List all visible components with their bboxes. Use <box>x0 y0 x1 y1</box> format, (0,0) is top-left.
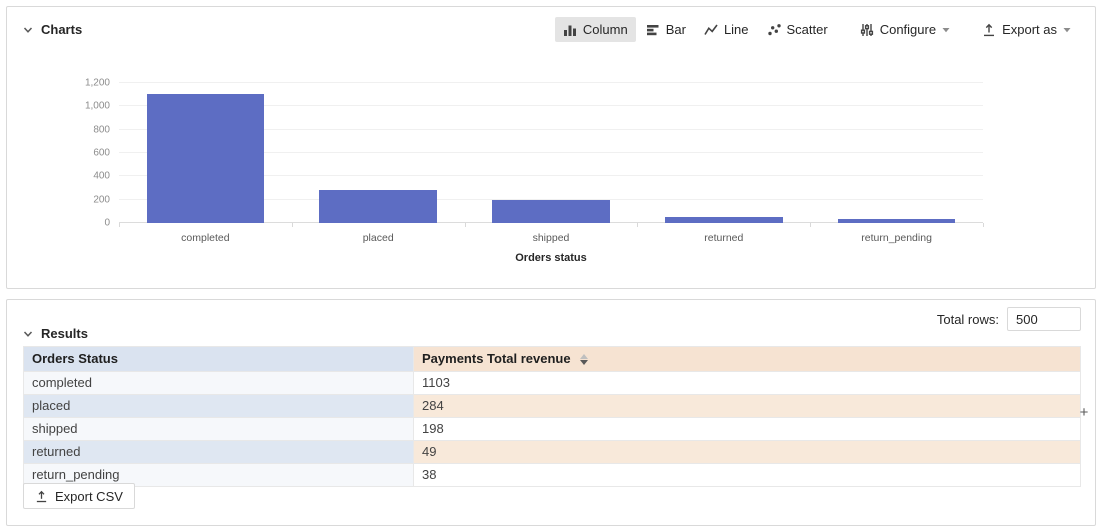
x-axis-category-label: shipped <box>532 232 570 244</box>
bar-slot <box>465 83 638 223</box>
y-axis-tick-label: 800 <box>93 124 110 136</box>
add-column-button[interactable]: + <box>1075 402 1093 424</box>
gridline <box>119 128 983 130</box>
export-as-button[interactable]: Export as <box>974 17 1079 42</box>
x-axis-title: Orders status <box>515 252 587 264</box>
orders-status-cell: placed <box>23 394 414 418</box>
x-axis-category-label: return_pending <box>861 232 932 244</box>
upload-icon <box>36 490 47 502</box>
bar-return_pending <box>837 218 956 223</box>
charts-panel: Charts Column Bar Line Scatter Configure <box>6 6 1096 289</box>
total-revenue-cell: 1103 <box>413 371 1081 395</box>
gridline <box>119 175 983 177</box>
x-axis-tick <box>119 223 120 227</box>
charts-panel-title: Charts <box>41 22 83 37</box>
bar-slot <box>292 83 465 223</box>
line-chart-type-button[interactable]: Line <box>696 17 757 42</box>
y-axis-tick-label: 400 <box>93 170 110 182</box>
scatter-chart-type-button[interactable]: Scatter <box>759 17 836 42</box>
column-header-orders-status[interactable]: Orders Status <box>23 346 414 372</box>
caret-down-icon <box>1063 27 1071 32</box>
column-header-total-revenue[interactable]: Payments Total revenue <box>413 346 1081 372</box>
total-rows-input[interactable] <box>1007 307 1081 331</box>
gridline <box>119 82 983 83</box>
table-row: return_pending 38 <box>23 463 1081 487</box>
column-chart: 0 200 400 600 800 1,000 1,200 completed placed s… <box>85 78 984 264</box>
configure-button[interactable]: Configure <box>852 17 958 42</box>
column-chart-icon <box>563 25 576 36</box>
charts-panel-toggle[interactable]: Charts <box>23 22 82 37</box>
chevron-down-icon <box>23 330 33 337</box>
y-axis-tick-label: 1,000 <box>84 100 110 112</box>
export-icon <box>984 23 995 36</box>
bar-returned <box>665 217 783 223</box>
results-panel: Total rows: Results Orders Status Paymen… <box>6 299 1096 526</box>
configure-sliders-icon <box>860 23 873 36</box>
sort-carets-icon <box>580 354 589 366</box>
line-button-label: Line <box>723 22 749 37</box>
orders-status-cell: shipped <box>23 417 414 441</box>
bar-slot <box>637 83 810 223</box>
bar-placed <box>319 189 437 223</box>
y-axis-tick-label: 200 <box>93 194 110 206</box>
column-chart-type-button[interactable]: Column <box>554 17 636 42</box>
charts-panel-header: Charts Column Bar Line Scatter Configure <box>7 7 1095 42</box>
export-csv-button[interactable]: Export CSV <box>23 483 135 509</box>
gridline <box>119 105 983 107</box>
x-axis-labels: completed placed shipped returned return_pen… <box>119 232 983 244</box>
x-axis-tick <box>464 223 466 227</box>
y-axis-tick-label: 1,200 <box>84 77 110 89</box>
column-header-label: Payments Total revenue <box>422 351 571 366</box>
x-axis-category-label: returned <box>704 232 744 244</box>
orders-status-cell: completed <box>23 371 414 395</box>
bar-slot <box>810 83 983 223</box>
configure-button-label: Configure <box>879 22 937 37</box>
line-chart-icon <box>704 24 718 35</box>
table-row: placed 284 <box>23 394 1081 418</box>
table-row: returned 49 <box>23 440 1081 464</box>
y-axis-tick-label: 600 <box>93 147 110 159</box>
export-csv-label: Export CSV <box>55 488 123 504</box>
total-revenue-cell: 284 <box>413 394 1081 418</box>
bar-completed <box>146 94 265 223</box>
table-row: completed 1103 <box>23 371 1081 395</box>
bar-chart-icon <box>646 24 659 35</box>
gridline <box>119 198 983 200</box>
y-axis-tick-label: 0 <box>104 217 110 229</box>
table-header-row: Orders Status Payments Total revenue <box>23 346 1081 372</box>
x-axis-tick <box>810 223 812 227</box>
column-button-label: Column <box>582 22 628 37</box>
total-revenue-cell: 38 <box>413 463 1081 487</box>
results-panel-toggle[interactable]: Results <box>23 326 88 341</box>
x-axis-category-label: placed <box>362 232 394 244</box>
total-rows-label: Total rows: <box>936 311 999 327</box>
total-revenue-cell: 198 <box>413 417 1081 441</box>
chevron-down-icon <box>23 26 33 33</box>
bar-slot <box>119 83 292 223</box>
bar-chart-type-button[interactable]: Bar <box>638 17 694 42</box>
bars-container <box>119 83 983 223</box>
x-axis-tick <box>637 223 639 227</box>
orders-status-cell: returned <box>23 440 414 464</box>
chart-type-toolbar: Column Bar Line Scatter Configure Ex <box>554 17 1079 42</box>
results-panel-title: Results <box>41 326 88 341</box>
total-rows-control: Total rows: <box>937 307 1081 331</box>
export-as-button-label: Export as <box>1002 22 1057 37</box>
scatter-button-label: Scatter <box>786 22 828 37</box>
total-revenue-cell: 49 <box>413 440 1081 464</box>
x-axis-tick <box>291 223 293 227</box>
x-axis-tick <box>983 223 984 227</box>
x-axis-category-label: completed <box>181 232 230 244</box>
bar-button-label: Bar <box>665 22 686 37</box>
gridline <box>119 152 983 153</box>
chart-plot-area: 0 200 400 600 800 1,000 1,200 <box>85 78 984 229</box>
caret-down-icon <box>942 27 950 32</box>
bar-shipped <box>492 199 610 223</box>
scatter-chart-icon <box>767 23 781 35</box>
table-row: shipped 198 <box>23 417 1081 441</box>
results-table: Orders Status Payments Total revenue com… <box>23 346 1081 487</box>
